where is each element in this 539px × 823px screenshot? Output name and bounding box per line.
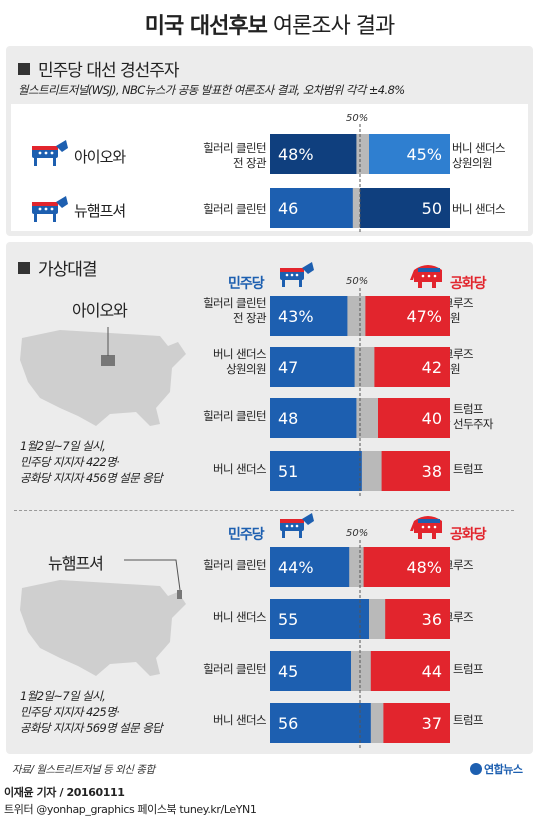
label-line: 힐러리 클린턴	[203, 202, 267, 216]
nh-row4-right-label: 도널드 트럼프	[420, 713, 530, 728]
matchup-nh-state-label: 뉴햄프셔	[48, 554, 104, 573]
matchup-section-title: 가상대결	[18, 255, 98, 280]
primary-row1-left-label: 힐러리 클린턴 전 장관	[146, 141, 267, 171]
yonhap-logo: 연합뉴스	[470, 761, 523, 777]
label-line: 도널드 트럼프	[420, 402, 484, 416]
party-rep-label-2: 공화당	[450, 527, 487, 543]
primary-row1-right-label: 버니 샌더스 상원의원	[452, 141, 539, 171]
caption-line: 1월2일~7일 실시,	[20, 439, 106, 453]
state-iowa-label: 아이오와	[74, 148, 126, 166]
iowa-row1-left-label: 힐러리 클린턴 전 장관	[146, 296, 267, 326]
nh-row2-right-label: 테드 크루즈	[420, 610, 530, 625]
caption-line: 민주당 지지자 422명·	[20, 455, 120, 469]
nh-row1-right-label: 테드 크루즈	[420, 558, 530, 573]
label-line: 상원의원	[452, 156, 493, 170]
primary-row2-left-label: 힐러리 클린턴	[146, 202, 267, 217]
iowa-row4-right-label: 도널드 트럼프	[420, 462, 530, 477]
label-line: 테드 크루즈	[420, 610, 474, 624]
fifty-percent-label-1: 50%	[346, 113, 369, 124]
fifty-percent-label-2: 50%	[346, 276, 369, 287]
logo-text: 연합뉴스	[484, 763, 523, 776]
nh-row4-left-label: 버니 샌더스	[146, 713, 267, 728]
caption-line: 공화당 지지자 569명 설문 응답	[20, 721, 163, 735]
label-line: 테드 크루즈	[420, 558, 474, 572]
reporter-credit: 이재윤 기자 / 20160111	[4, 786, 125, 799]
label-line: 힐러리 클린턴	[203, 558, 267, 572]
label-line: 테드 크루즈	[420, 296, 474, 310]
iowa-row2-left-label: 버니 샌더스 상원의원	[146, 347, 267, 377]
nh-row3-left-label: 힐러리 클린턴	[146, 662, 267, 677]
iowa-row3-right-label: 도널드 트럼프 공화당 선두주자	[420, 402, 530, 432]
title-bold: 미국 대선후보	[144, 14, 268, 39]
caption-line: 민주당 지지자 425명·	[20, 705, 120, 719]
label-line: 버니 샌더스	[213, 610, 267, 624]
nh-row1-left-label: 힐러리 클린턴	[146, 558, 267, 573]
label-line: 전 장관	[233, 311, 267, 325]
matchup-iowa-state-label: 아이오와	[72, 301, 128, 320]
label-line: 상원의원	[226, 362, 267, 376]
nh-caption: 1월2일~7일 실시, 민주당 지지자 425명· 공화당 지지자 569명 설…	[20, 688, 163, 736]
iowa-row3-left-label: 힐러리 클린턴	[146, 409, 267, 424]
party-dem-label-1: 민주당	[228, 276, 265, 292]
social-credit: 트위터 @yonhap_graphics 페이스북 tuney.kr/LeYN1	[4, 803, 257, 816]
state-nh-label: 뉴햄프셔	[74, 202, 126, 220]
label-line: 도널드 트럼프	[420, 462, 484, 476]
label-line: 상원의원	[420, 362, 461, 376]
primary-row2-right-label: 버니 샌더스	[452, 202, 539, 217]
label-line: 테드 크루즈	[420, 347, 474, 361]
iowa-caption: 1월2일~7일 실시, 민주당 지지자 422명· 공화당 지지자 456명 설…	[20, 438, 163, 486]
source-note: 자료/ 월스트리트저널 등 외신 종합	[12, 764, 155, 776]
label-line: 버니 샌더스	[213, 462, 267, 476]
label-line: 힐러리 클린턴	[203, 409, 267, 423]
iowa-row1-right-label: 테드 크루즈 상원의원	[420, 296, 530, 326]
iowa-row2-right-label: 테드 크루즈 상원의원	[420, 347, 530, 377]
label-line: 힐러리 클린턴	[203, 141, 267, 155]
fifty-percent-label-3: 50%	[346, 528, 369, 539]
party-dem-label-2: 민주당	[228, 527, 265, 543]
label-line: 도널드 트럼프	[420, 662, 484, 676]
label-line: 버니 샌더스	[452, 141, 506, 155]
label-line: 힐러리 클린턴	[203, 662, 267, 676]
survey-note: 월스트리트저널(WSJ), NBC뉴스가 공동 발표한 여론조사 결과, 오차범…	[18, 83, 405, 97]
title-normal: 여론조사 결과	[272, 14, 395, 39]
label-line: 힐러리 클린턴	[203, 296, 267, 310]
label-line: 상원의원	[420, 311, 461, 325]
label-line: 전 장관	[233, 156, 267, 170]
label-line: 버니 샌더스	[452, 202, 506, 216]
label-line: 버니 샌더스	[213, 713, 267, 727]
label-line: 버니 샌더스	[213, 347, 267, 361]
caption-line: 1월2일~7일 실시,	[20, 689, 106, 703]
logo-mark-icon	[470, 763, 482, 775]
nh-row3-right-label: 도널드 트럼프	[420, 662, 530, 677]
section-divider	[14, 510, 514, 511]
iowa-row4-left-label: 버니 샌더스	[146, 462, 267, 477]
party-rep-label-1: 공화당	[450, 276, 487, 292]
label-line: 도널드 트럼프	[420, 713, 484, 727]
label-line: 공화당 선두주자	[420, 417, 494, 431]
primary-section-title: 민주당 대선 경선주자	[18, 56, 180, 81]
page-title: 미국 대선후보 여론조사 결과	[0, 8, 539, 40]
caption-line: 공화당 지지자 456명 설문 응답	[20, 471, 163, 485]
nh-row2-left-label: 버니 샌더스	[146, 610, 267, 625]
